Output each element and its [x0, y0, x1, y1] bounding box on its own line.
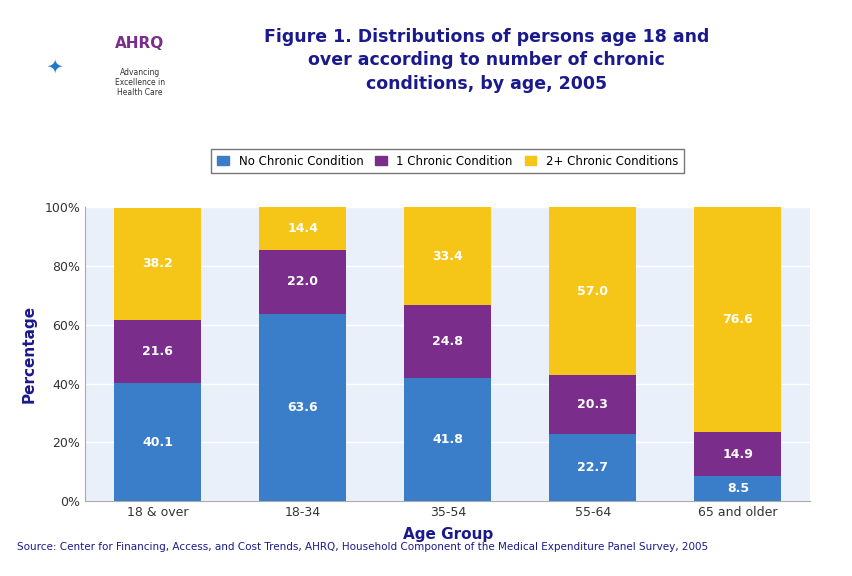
- Bar: [549, 434, 636, 501]
- Bar: [549, 375, 636, 434]
- Text: 41.8: 41.8: [432, 433, 463, 446]
- Text: AHRQ: AHRQ: [115, 36, 164, 51]
- Text: ✦: ✦: [46, 57, 63, 76]
- Bar: [694, 433, 780, 476]
- X-axis label: Age Group: Age Group: [402, 527, 492, 543]
- Bar: [259, 249, 346, 314]
- Text: 22.7: 22.7: [577, 461, 607, 474]
- Text: Source: Center for Financing, Access, and Cost Trends, AHRQ, Household Component: Source: Center for Financing, Access, an…: [17, 542, 707, 552]
- Text: 38.2: 38.2: [142, 257, 173, 270]
- Bar: [694, 476, 780, 501]
- Bar: [404, 378, 491, 501]
- Circle shape: [17, 43, 92, 90]
- Legend: No Chronic Condition, 1 Chronic Condition, 2+ Chronic Conditions: No Chronic Condition, 1 Chronic Conditio…: [211, 149, 683, 173]
- Text: 40.1: 40.1: [142, 435, 173, 449]
- Text: 14.4: 14.4: [287, 222, 318, 235]
- Text: 57.0: 57.0: [577, 285, 607, 298]
- Bar: [114, 208, 201, 320]
- Text: 14.9: 14.9: [722, 448, 752, 461]
- Bar: [259, 207, 346, 249]
- Bar: [549, 207, 636, 375]
- Text: Advancing
Excellence in
Health Care: Advancing Excellence in Health Care: [115, 67, 164, 97]
- Text: 21.6: 21.6: [142, 345, 173, 358]
- Text: 20.3: 20.3: [577, 398, 607, 411]
- Text: Figure 1. Distributions of persons age 18 and
over according to number of chroni: Figure 1. Distributions of persons age 1…: [263, 28, 708, 93]
- Bar: [114, 320, 201, 383]
- Bar: [404, 305, 491, 378]
- Bar: [114, 383, 201, 501]
- Text: 24.8: 24.8: [432, 335, 463, 348]
- Text: 8.5: 8.5: [726, 482, 748, 495]
- Y-axis label: Percentage: Percentage: [21, 305, 36, 403]
- Text: 63.6: 63.6: [287, 401, 318, 414]
- Text: 22.0: 22.0: [287, 275, 318, 289]
- Bar: [694, 207, 780, 433]
- Bar: [404, 207, 491, 305]
- Text: 33.4: 33.4: [432, 250, 463, 263]
- Text: 76.6: 76.6: [722, 313, 752, 327]
- Bar: [259, 314, 346, 501]
